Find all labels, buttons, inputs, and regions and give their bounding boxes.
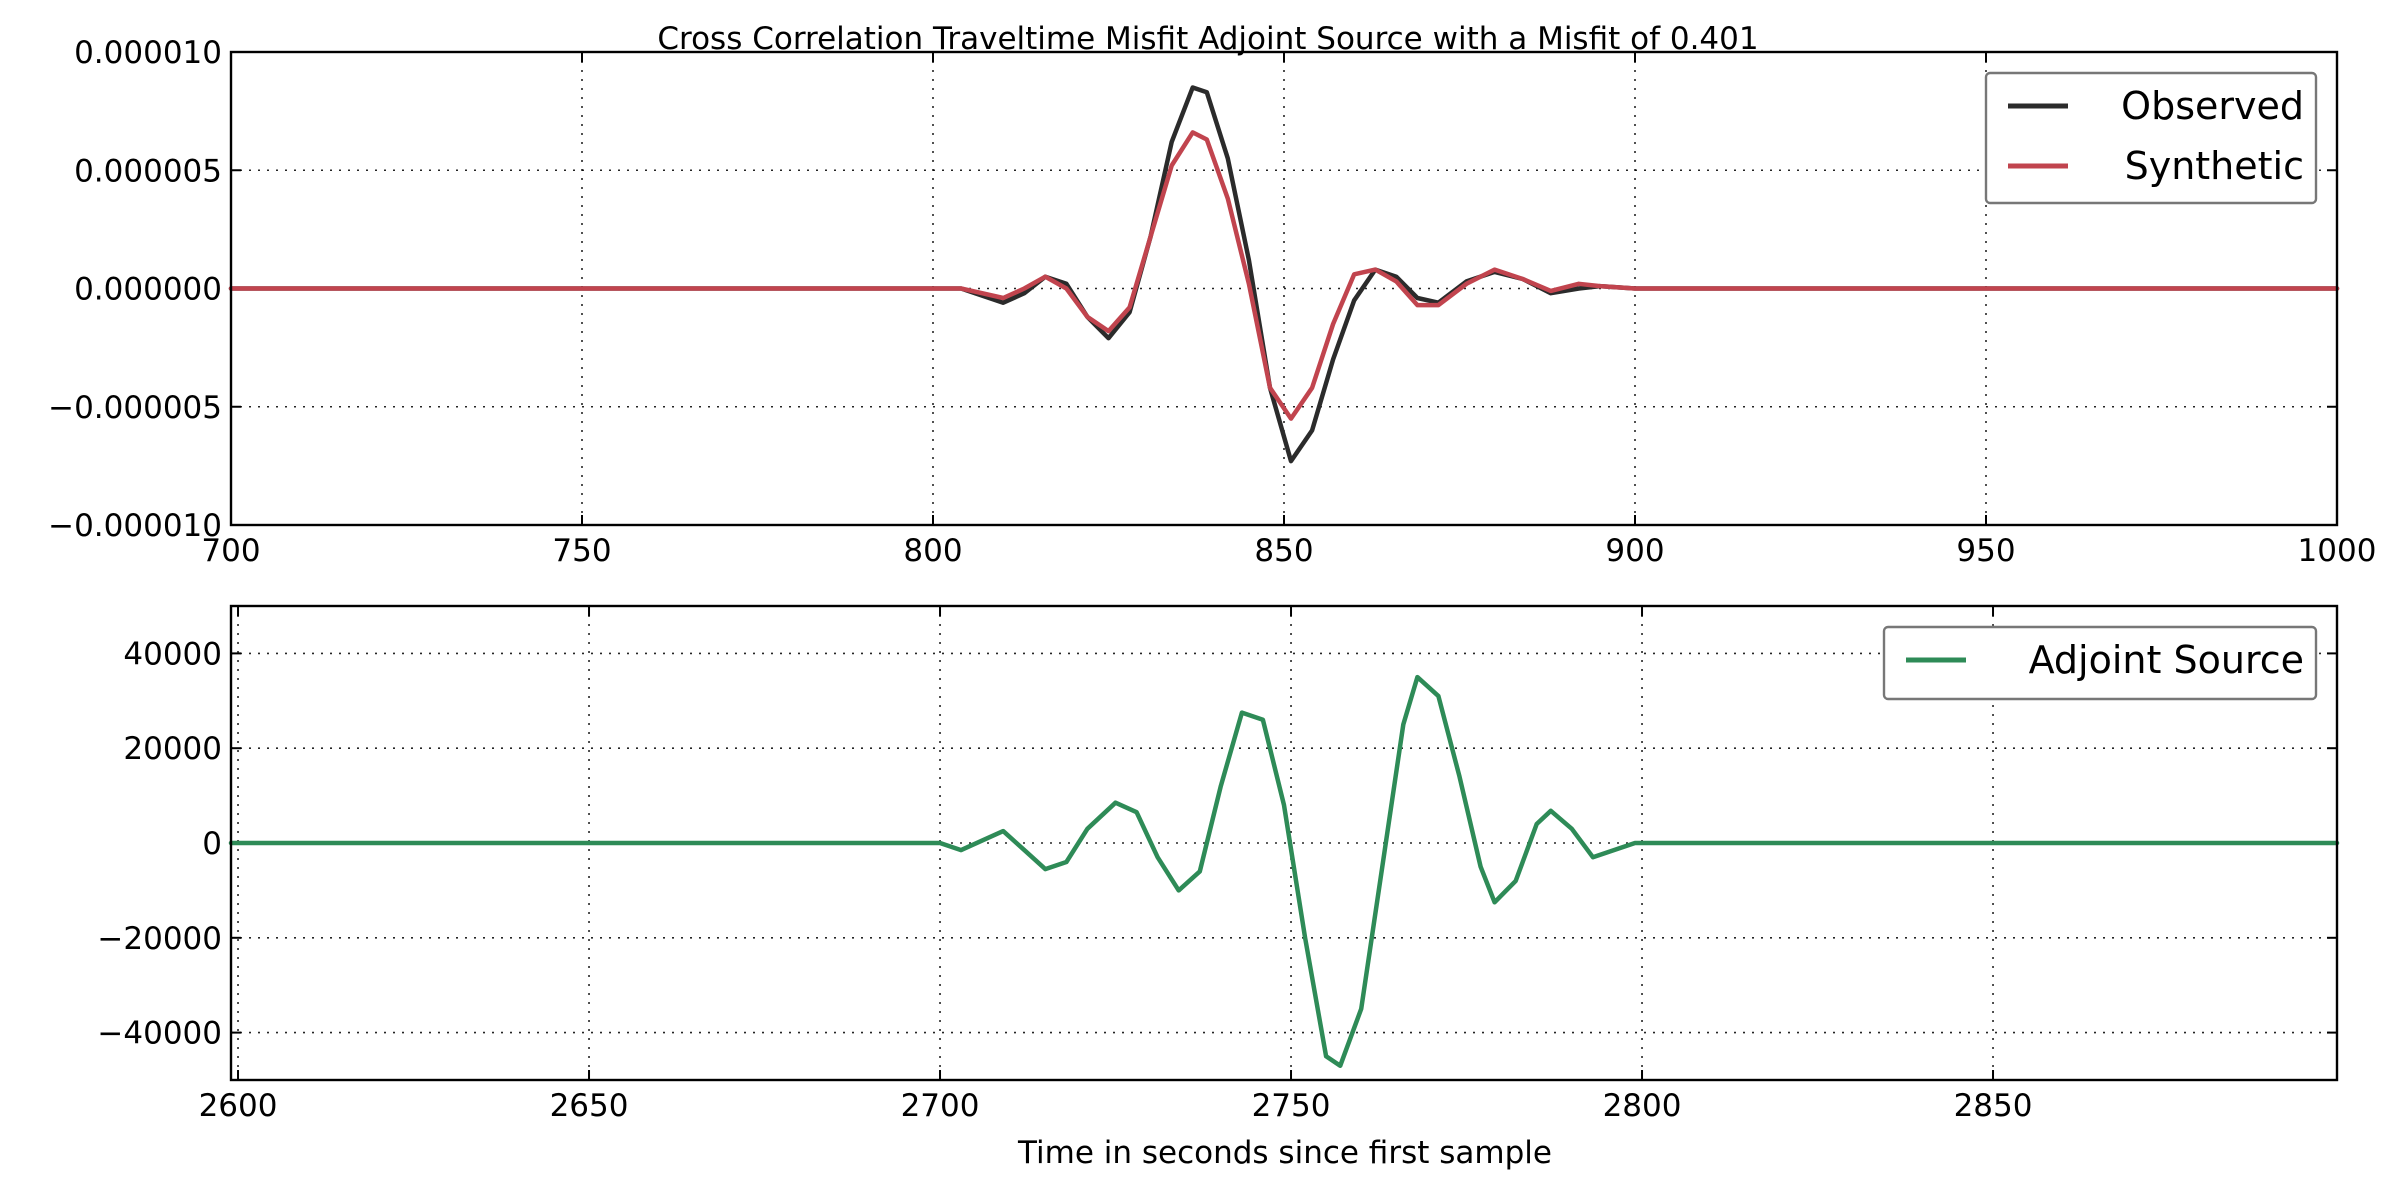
legend-box bbox=[1984, 71, 2318, 205]
y-tick-label: 0.000010 bbox=[74, 35, 222, 71]
y-tick-label: −0.000005 bbox=[48, 390, 222, 426]
legend-label: Adjoint Source bbox=[2029, 638, 2304, 682]
y-tick-label: 0 bbox=[202, 826, 222, 862]
x-tick-label: 2700 bbox=[901, 1088, 980, 1124]
y-tick-label: 0.000000 bbox=[74, 272, 222, 308]
legend-label: Synthetic bbox=[2125, 144, 2304, 188]
y-tick-label: 0.000005 bbox=[74, 153, 222, 189]
x-tick-label: 800 bbox=[903, 533, 962, 569]
x-tick-label: 2600 bbox=[199, 1088, 278, 1124]
x-tick-label: 700 bbox=[201, 533, 260, 569]
x-tick-label: 2750 bbox=[1252, 1088, 1331, 1124]
y-tick-label: −0.000010 bbox=[48, 508, 222, 544]
legend-box bbox=[1882, 625, 2318, 701]
axes-frame bbox=[229, 50, 2339, 527]
series-line-synthetic bbox=[228, 130, 2340, 421]
axes-frame bbox=[229, 604, 2339, 1082]
series-line-adjoint-source bbox=[228, 674, 2340, 1069]
y-tick-label: −40000 bbox=[97, 1016, 222, 1052]
x-tick-label: 950 bbox=[1956, 533, 2015, 569]
y-tick-label: 40000 bbox=[123, 636, 222, 672]
x-axis-label: Time in seconds since first sample bbox=[1017, 1135, 1552, 1171]
x-tick-label: 1000 bbox=[2298, 533, 2377, 569]
x-tick-label: 2850 bbox=[1954, 1088, 2033, 1124]
top-panel: 700 750 800 850 900 950 1000 0.000010 0.000005 0.… bbox=[48, 35, 2376, 569]
y-tick-label: 20000 bbox=[123, 731, 222, 767]
x-tick-label: 2800 bbox=[1603, 1088, 1682, 1124]
x-tick-label: 900 bbox=[1605, 533, 1664, 569]
legend-label: Observed bbox=[2121, 84, 2304, 128]
x-tick-label: 750 bbox=[552, 533, 611, 569]
x-tick-label: 2650 bbox=[550, 1088, 629, 1124]
bottom-panel: 2600 2650 2700 2750 2800 2850 40000 20000 0 −2000… bbox=[97, 604, 2340, 1124]
y-tick-label: −20000 bbox=[97, 921, 222, 957]
x-tick-label: 850 bbox=[1254, 533, 1313, 569]
